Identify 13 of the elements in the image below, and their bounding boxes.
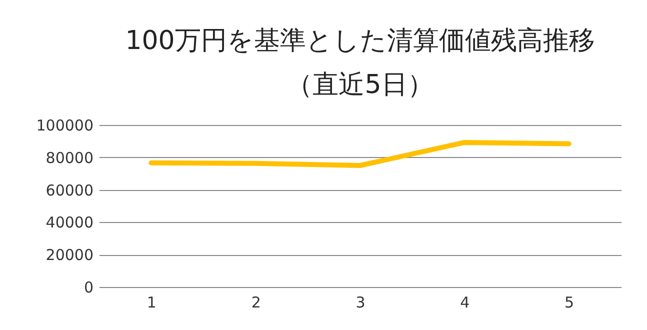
y-tick-label: 60000 (46, 181, 94, 200)
y-tick-label: 0 (84, 278, 94, 296)
y-tick-label: 20000 (46, 246, 94, 264)
y-tick-label: 100000 (36, 116, 94, 134)
x-tick-label: 4 (460, 294, 470, 312)
text: 100万円を基準とした清算価値残高推移 (125, 26, 595, 56)
y-tick-label: 80000 (46, 148, 94, 167)
x-tick-label: 3 (356, 294, 366, 312)
x-tick-label: 2 (251, 294, 261, 312)
x-tick-label: 1 (146, 294, 156, 312)
text: （直近5日） (286, 70, 434, 100)
x-tick-label: 5 (564, 294, 574, 312)
y-tick-label: 40000 (46, 214, 94, 232)
